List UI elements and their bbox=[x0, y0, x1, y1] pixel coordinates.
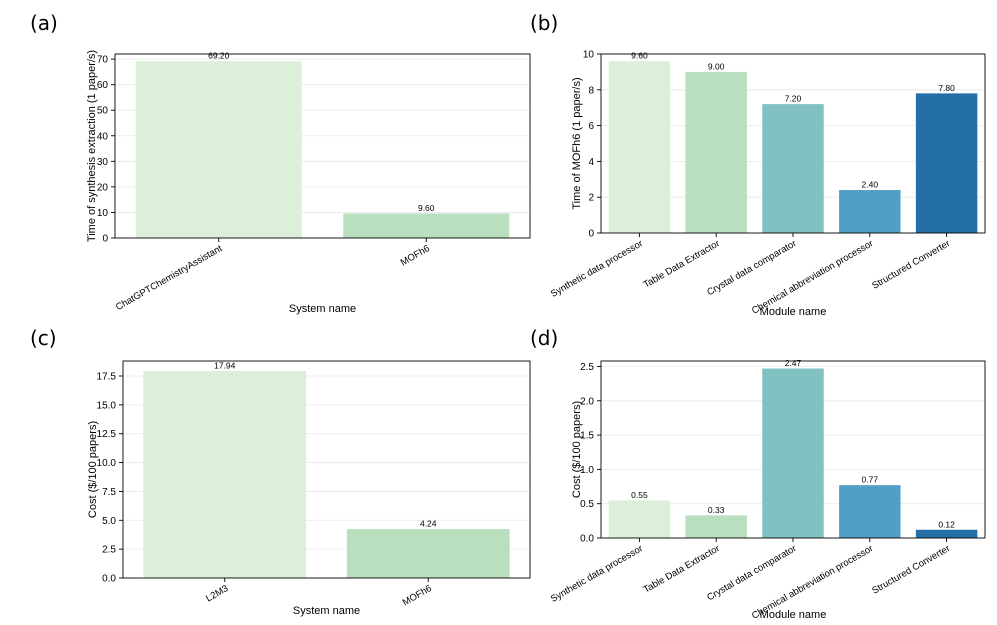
axes-frame bbox=[122, 360, 531, 579]
x-tick-label: Chemical abbreviation processor bbox=[750, 238, 875, 317]
y-tick-label: 20 bbox=[97, 182, 109, 193]
bar bbox=[915, 529, 978, 538]
data-label: 9.60 bbox=[631, 51, 648, 61]
data-label: 7.20 bbox=[785, 94, 802, 104]
bar bbox=[762, 104, 824, 234]
bar bbox=[135, 61, 302, 239]
axes-frame bbox=[114, 53, 531, 239]
y-tick-label: 1.0 bbox=[580, 465, 594, 476]
data-label: 0.12 bbox=[938, 519, 955, 529]
panel-d: (d) 0.0 0.5 1.0 1.5 2.0 2.5 0.55 Synthetic data… bbox=[530, 326, 986, 622]
y-tick-label: 30 bbox=[97, 157, 109, 168]
x-tick-label: ChatGPTChemistryAssistant bbox=[114, 243, 225, 313]
data-label: 0.77 bbox=[862, 475, 879, 485]
y-tick-label: 4 bbox=[588, 157, 594, 168]
y-tick-label: 5.0 bbox=[102, 516, 116, 527]
x-axis-label: Module name bbox=[760, 306, 827, 318]
y-tick-label: 0.0 bbox=[580, 534, 594, 545]
data-label: 7.80 bbox=[938, 83, 955, 93]
panel-b: (b) 0 2 4 6 8 10 9.60 Synthetic data processor 9… bbox=[530, 11, 986, 318]
panel-c-letter: (c) bbox=[30, 326, 57, 350]
x-tick-label: Structured Converter bbox=[870, 543, 952, 597]
x-tick-label: MOFh6 bbox=[399, 243, 432, 268]
data-label: 2.47 bbox=[785, 358, 802, 368]
y-axis-label: Time of MOFh6 (1 paper/s) bbox=[571, 77, 583, 209]
panel-d-letter: (d) bbox=[530, 326, 558, 350]
y-tick-label: 10 bbox=[583, 50, 595, 61]
axes-frame bbox=[600, 360, 986, 539]
panel-b-letter: (b) bbox=[530, 11, 558, 35]
bar bbox=[839, 190, 901, 233]
y-tick-label: 8 bbox=[588, 85, 594, 96]
y-tick-label: 0 bbox=[102, 234, 108, 245]
x-tick-label: L2M3 bbox=[204, 583, 230, 604]
y-tick-label: 70 bbox=[97, 55, 109, 66]
x-axis-label: Module name bbox=[760, 609, 827, 621]
bar bbox=[685, 515, 747, 538]
x-tick-label: Table Data Extractor bbox=[642, 543, 722, 596]
bar bbox=[762, 368, 824, 538]
x-axis-label: System name bbox=[289, 303, 356, 315]
bar bbox=[346, 529, 510, 578]
bar bbox=[839, 485, 901, 538]
data-label: 9.60 bbox=[418, 203, 435, 213]
y-tick-label: 12.5 bbox=[97, 429, 117, 440]
y-tick-label: 6 bbox=[588, 121, 594, 132]
y-tick-label: 1.5 bbox=[580, 431, 594, 442]
panel-c: (c) 0.0 2.5 5.0 7.5 10.0 12.5 15.0 17.5 17.94 L2M… bbox=[30, 326, 531, 617]
data-label: 0.33 bbox=[708, 505, 725, 515]
data-label: 69.20 bbox=[208, 51, 230, 61]
data-label: 4.24 bbox=[420, 519, 437, 529]
bar bbox=[685, 71, 747, 234]
x-tick-label: Table Data Extractor bbox=[642, 238, 722, 291]
y-tick-label: 2.0 bbox=[580, 396, 594, 407]
y-tick-label: 0 bbox=[588, 229, 594, 240]
x-tick-label: Structured Converter bbox=[870, 238, 952, 292]
y-tick-label: 40 bbox=[97, 131, 109, 142]
panel-a-letter: (a) bbox=[30, 11, 58, 35]
y-tick-label: 15.0 bbox=[97, 400, 117, 411]
y-tick-label: 10.0 bbox=[97, 458, 117, 469]
x-tick-label: Synthetic data processor bbox=[549, 238, 645, 300]
bar bbox=[608, 500, 671, 538]
y-tick-label: 17.5 bbox=[97, 372, 117, 383]
y-tick-label: 2 bbox=[588, 193, 594, 204]
data-label: 17.94 bbox=[214, 360, 236, 370]
data-label: 0.55 bbox=[631, 490, 648, 500]
y-axis-label: Cost ($/100 papers) bbox=[87, 421, 99, 518]
y-tick-label: 0.0 bbox=[102, 574, 116, 585]
y-tick-label: 0.5 bbox=[580, 499, 594, 510]
y-tick-label: 50 bbox=[97, 106, 109, 117]
y-axis-label: Cost ($/100 papers) bbox=[571, 401, 583, 498]
bar bbox=[915, 93, 978, 233]
x-tick-label: Synthetic data processor bbox=[549, 543, 645, 605]
y-tick-label: 60 bbox=[97, 80, 109, 91]
bar bbox=[343, 213, 510, 238]
y-tick-label: 10 bbox=[97, 208, 109, 219]
bar bbox=[143, 370, 307, 578]
x-axis-label: System name bbox=[293, 605, 360, 617]
x-tick-label: MOFh6 bbox=[401, 583, 434, 608]
data-label: 9.00 bbox=[708, 61, 725, 71]
bar bbox=[608, 61, 671, 233]
y-tick-label: 2.5 bbox=[580, 362, 594, 373]
axes-frame bbox=[600, 53, 986, 234]
y-axis-label: Time of synthesis extraction (1 paper/s) bbox=[86, 50, 98, 242]
data-label: 2.40 bbox=[862, 180, 879, 190]
y-tick-label: 2.5 bbox=[102, 545, 116, 556]
y-tick-label: 7.5 bbox=[102, 487, 116, 498]
panel-a: (a) 0 10 20 30 40 50 60 70 69.20 ChatGPTChemistry… bbox=[30, 11, 531, 315]
